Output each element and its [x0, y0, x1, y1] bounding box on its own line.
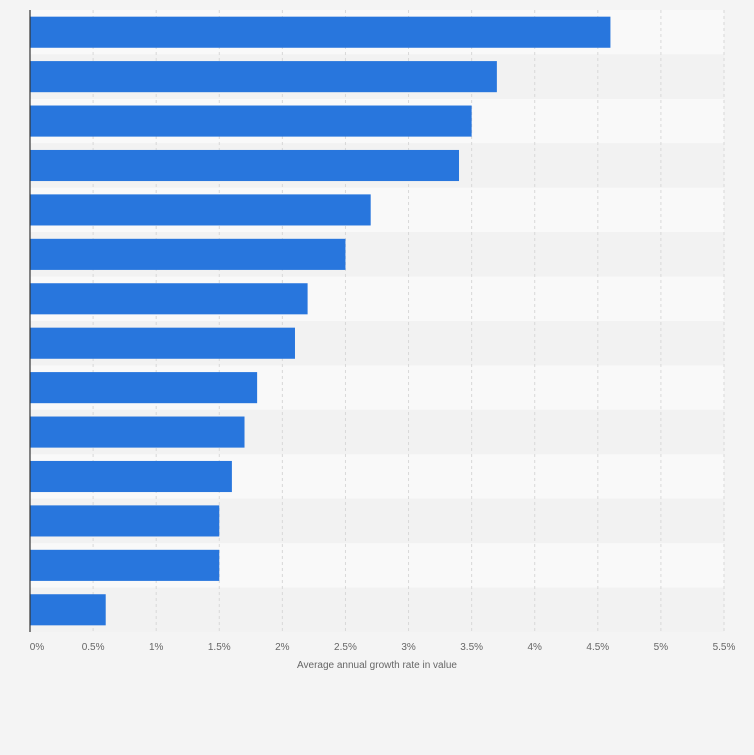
row-band: [30, 587, 724, 632]
bar: [30, 105, 472, 137]
x-tick-label: 1%: [149, 642, 164, 653]
bar: [30, 505, 220, 537]
x-tick-label: 3%: [401, 642, 416, 653]
x-tick-label: 4%: [528, 642, 543, 653]
bar: [30, 16, 611, 48]
x-tick-label: 5.5%: [713, 642, 736, 653]
x-tick-label: 4.5%: [586, 642, 609, 653]
x-tick-label: 0.5%: [82, 642, 105, 653]
bar: [30, 238, 346, 270]
bar: [30, 594, 106, 626]
x-tick-label: 0%: [30, 642, 45, 653]
bar: [30, 149, 460, 182]
bar: [30, 416, 245, 448]
bar: [30, 372, 258, 404]
bar: [30, 460, 232, 493]
x-tick-label: 5%: [654, 642, 669, 653]
bar: [30, 283, 308, 315]
x-tick-label: 3.5%: [460, 642, 483, 653]
bar: [30, 61, 497, 93]
x-tick-label: 2.5%: [334, 642, 357, 653]
bar: [30, 327, 295, 359]
bar: [30, 194, 371, 226]
x-tick-label: 1.5%: [208, 642, 231, 653]
x-tick-label: 2%: [275, 642, 290, 653]
x-axis-title: Average annual growth rate in value: [297, 660, 457, 671]
bar: [30, 549, 220, 581]
